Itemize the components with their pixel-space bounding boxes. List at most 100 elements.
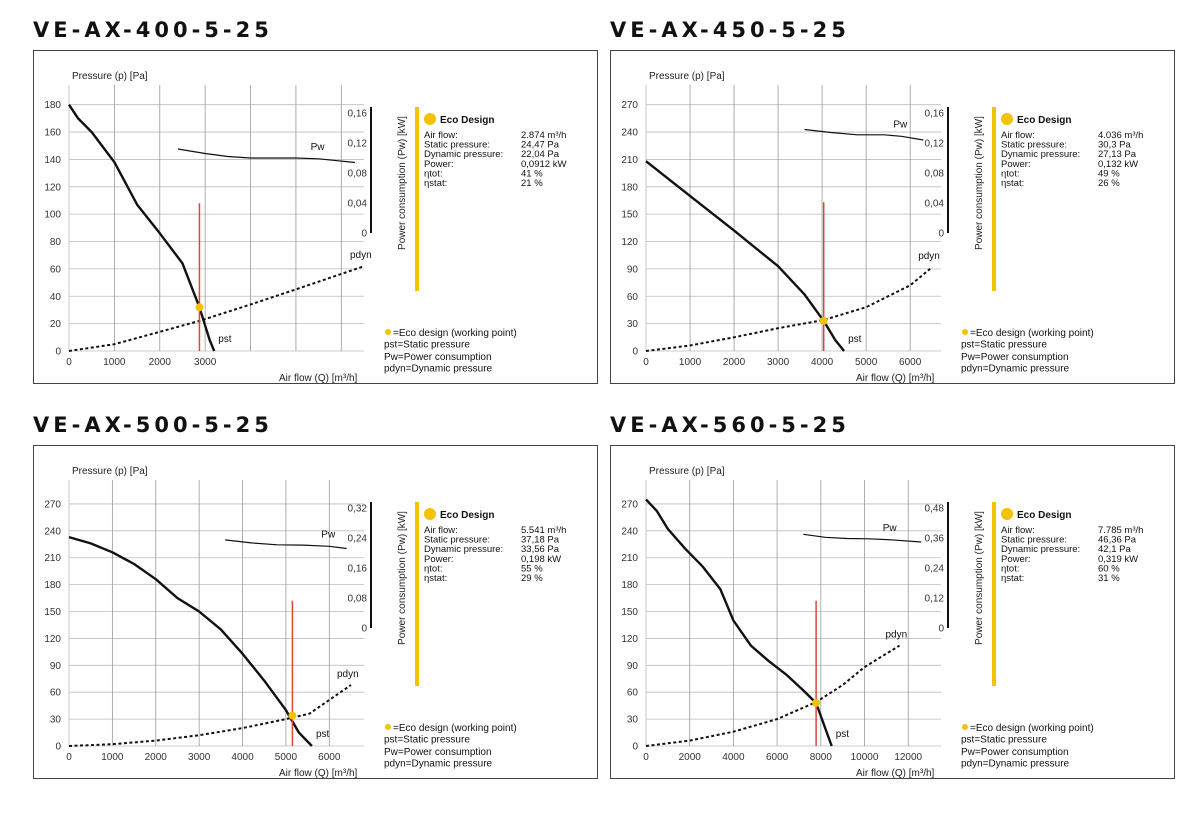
info-label: ηtot:: [1001, 168, 1020, 179]
working-point-marker: [819, 316, 828, 325]
series-pw-line: [804, 128, 924, 141]
chart-box: 0 30 60 90 120 150 180 210 240 270 0 1000 2000 3000 40…: [33, 445, 598, 779]
y2-axis-label: Power consumption (Pw) [kW]: [397, 116, 408, 250]
x-axis-label: Air flow (Q) [m³/h]: [856, 373, 935, 383]
x-tick-label: 6000: [318, 752, 341, 763]
x-tick-label: 10000: [851, 752, 879, 763]
y-tick-label: 30: [50, 715, 62, 726]
chart-title: VE-AX-500-5-25: [33, 413, 273, 437]
eco-design-icon: [1001, 113, 1013, 125]
series-pdyn-label: pdyn: [350, 250, 372, 261]
y-tick-label: 240: [621, 526, 638, 537]
y-tick-label: 150: [621, 607, 638, 618]
info-value: 0,198 kW: [521, 554, 561, 565]
info-value: 4.036 m³/h: [1098, 130, 1143, 141]
series-pw-line: [225, 539, 347, 550]
x-tick-label: 0: [66, 357, 72, 368]
y-tick-label: 60: [627, 292, 639, 303]
x-tick-label: 2000: [723, 357, 746, 368]
series-pdyn-line: [68, 684, 352, 747]
info-value: 26 %: [1098, 178, 1120, 189]
y2-tick-label: 0,36: [925, 534, 945, 545]
y2-tick-label: 0,16: [348, 564, 368, 575]
x-tick-label: 1000: [103, 357, 126, 368]
x-tick-label: 1000: [679, 357, 702, 368]
eco-design-title: Eco Design: [440, 510, 494, 521]
y-tick-label: 30: [627, 319, 639, 330]
info-label: Static pressure:: [1001, 140, 1067, 151]
info-label: Power:: [424, 554, 454, 565]
legend-item: pdyn=Dynamic pressure: [961, 759, 1070, 770]
legend-item: =Eco design (working point): [970, 328, 1094, 339]
x-tick-label: 4000: [811, 357, 834, 368]
legend-item: =Eco design (working point): [393, 723, 517, 734]
y-tick-label: 20: [50, 319, 62, 330]
eco-design-title: Eco Design: [440, 115, 494, 126]
y-tick-label: 210: [621, 553, 638, 564]
x-axis-label: Air flow (Q) [m³/h]: [856, 768, 935, 778]
y-tick-label: 0: [632, 347, 638, 358]
y-tick-label: 240: [621, 128, 638, 139]
legend-item: pdyn=Dynamic pressure: [961, 364, 1070, 375]
y-tick-label: 120: [44, 634, 61, 645]
info-value: 31 %: [1098, 573, 1120, 584]
info-label: Air flow:: [424, 130, 458, 141]
eco-design-icon: [1001, 508, 1013, 520]
x-tick-label: 12000: [894, 752, 922, 763]
legend-point-icon: [385, 724, 391, 730]
series-pst-line: [68, 104, 216, 352]
series-pst-label: pst: [848, 334, 862, 345]
eco-design-title: Eco Design: [1017, 510, 1071, 521]
eco-design-title: Eco Design: [1017, 115, 1071, 126]
info-label: ηtot:: [424, 563, 443, 574]
x-tick-label: 0: [643, 752, 649, 763]
y2-tick-label: 0: [361, 624, 367, 635]
y2-axis-label: Power consumption (Pw) [kW]: [397, 511, 408, 645]
series-pw-line: [177, 148, 355, 164]
chart-title: VE-AX-450-5-25: [610, 18, 850, 42]
chart-svg: 0 30 60 90 120 150 180 210 240 270 0 2000 4000 6000 80…: [621, 466, 1143, 778]
x-axis-label: Air flow (Q) [m³/h]: [279, 768, 358, 778]
chart-box: 0 20 40 60 80 100 120 140 160 180 0 1000 2000 3000 Pre…: [33, 50, 598, 384]
y-tick-label: 270: [44, 499, 61, 510]
x-tick-label: 3000: [188, 752, 211, 763]
series-pw-label: Pw: [893, 119, 908, 130]
info-label: Air flow:: [424, 525, 458, 536]
y-tick-label: 240: [44, 526, 61, 537]
y2-tick-label: 0,16: [348, 109, 368, 120]
info-label: Static pressure:: [424, 535, 490, 546]
info-value: 7.785 m³/h: [1098, 525, 1143, 536]
series-pdyn-label: pdyn: [337, 669, 359, 680]
info-label: Static pressure:: [1001, 535, 1067, 546]
x-tick-label: 3000: [767, 357, 790, 368]
y-tick-label: 160: [44, 128, 61, 139]
y2-tick-label: 0,08: [348, 594, 368, 605]
y-tick-label: 60: [50, 688, 62, 699]
info-label: Power:: [424, 159, 454, 170]
series-pdyn-line: [645, 266, 933, 352]
series-pst-label: pst: [218, 334, 232, 345]
chart-box: 0 30 60 90 120 150 180 210 240 270 0 1000 2000 3000 40…: [610, 50, 1175, 384]
y2-tick-label: 0: [938, 624, 944, 635]
info-label: Power:: [1001, 159, 1031, 170]
info-label: Dynamic pressure:: [424, 544, 503, 555]
legend-item: pst=Static pressure: [961, 735, 1047, 746]
y2-tick-label: 0,04: [348, 199, 368, 210]
chart-svg: 0 30 60 90 120 150 180 210 240 270 0 1000 2000 3000 40…: [44, 466, 566, 778]
y-tick-label: 150: [621, 210, 638, 221]
y-tick-label: 90: [627, 661, 639, 672]
legend-item: pst=Static pressure: [961, 340, 1047, 351]
series-pdyn-label: pdyn: [885, 630, 907, 641]
x-tick-label: 5000: [855, 357, 878, 368]
y2-tick-label: 0,32: [348, 504, 368, 515]
series-pst-line: [645, 160, 846, 352]
x-tick-label: 4000: [722, 752, 745, 763]
info-value: 46,36 Pa: [1098, 535, 1137, 546]
legend-point-icon: [962, 724, 968, 730]
y2-tick-label: 0,04: [925, 199, 945, 210]
y-tick-label: 140: [44, 155, 61, 166]
legend-item: Pw=Power consumption: [961, 352, 1069, 363]
y-tick-label: 180: [44, 100, 61, 111]
x-tick-label: 0: [66, 752, 72, 763]
info-value: 42,1 Pa: [1098, 544, 1131, 555]
